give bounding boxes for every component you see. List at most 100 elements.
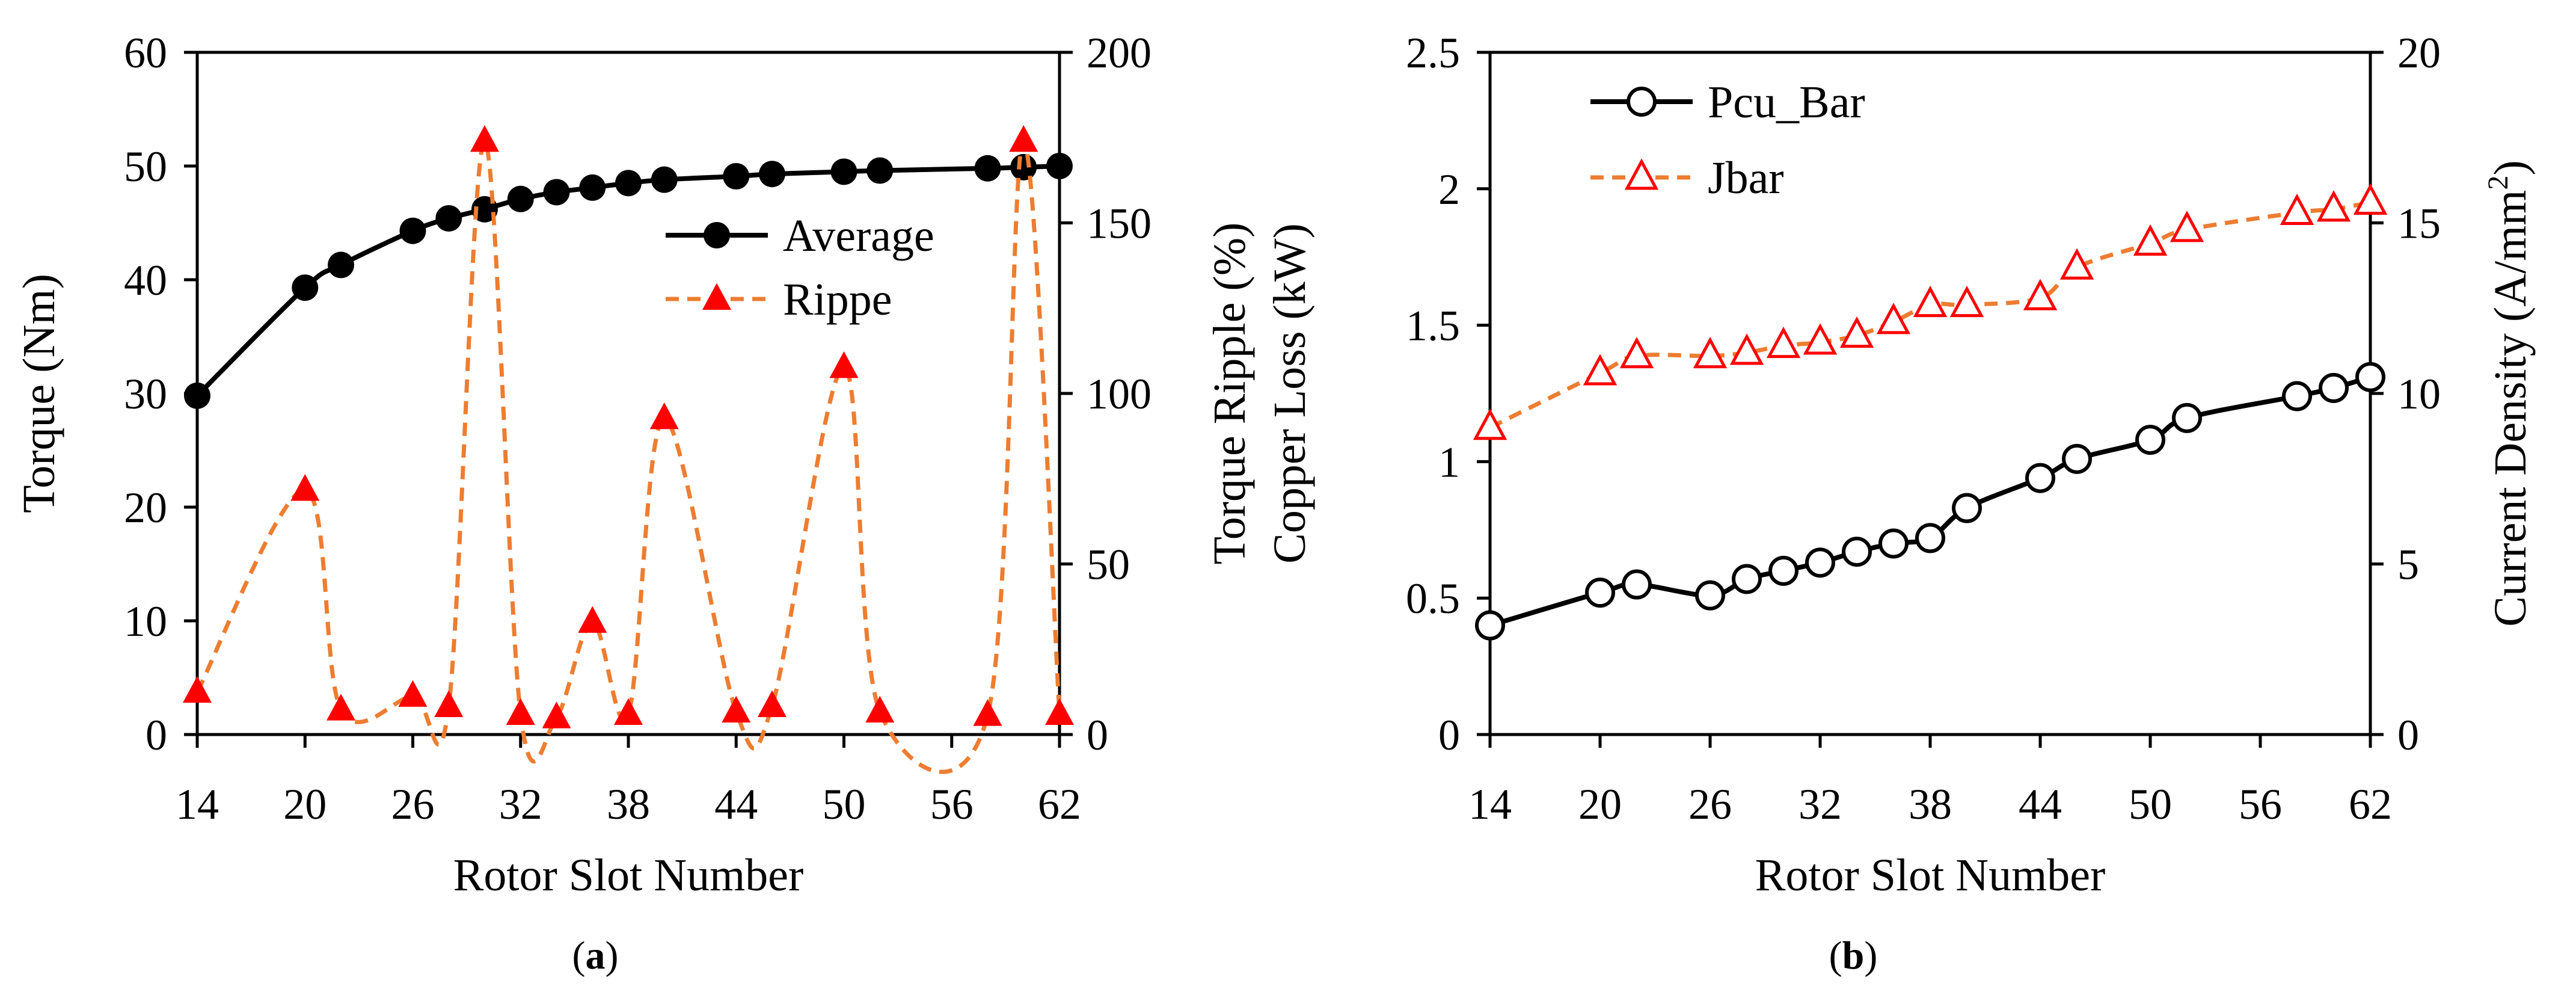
x-tick-label: 32 [499,780,542,828]
legend-entry: Pcu_Bar [1590,77,1865,128]
data-point [2316,190,2351,222]
caption-paren: ( [572,934,586,978]
data-point [579,174,606,201]
data-point [1949,285,1984,318]
data-point [1475,610,1505,641]
data-point [434,690,464,717]
data-point [1693,336,1728,369]
legend-marker [1627,87,1657,117]
y2-axis-title-superscript: 2 [2482,176,2514,190]
y2-tick-label: 10 [2397,370,2441,418]
panel-caption: (b) [1829,934,1878,978]
data-point [2170,211,2204,242]
data-point [1952,493,1982,523]
y2-tick-label: 5 [2397,541,2419,589]
caption-paren: ) [606,934,619,978]
legend-label: Average [783,211,934,261]
data-point [2023,279,2058,310]
data-point [543,179,570,206]
data-point [1913,285,1948,318]
data-point [829,351,859,378]
data-point [865,695,895,723]
data-point [1842,537,1872,567]
data-point [1915,523,1945,553]
data-point [615,170,642,197]
data-point [1805,547,1835,578]
data-point [328,251,354,279]
y-tick-label: 0 [146,711,167,759]
data-point [2353,183,2388,215]
data-point [290,474,320,501]
x-tick-label: 50 [2129,780,2172,828]
data-point [1045,698,1074,725]
y2-axis-title: Torque Ripple (%) [1204,223,1255,565]
chart-b-copper-loss: 14 20 26 32 38 44 50 56 6200.511.522.505101520Ro… [1265,29,2536,978]
x-tick-label: 50 [823,780,866,828]
data-point [759,161,785,188]
series-average [184,153,1073,409]
panel-caption: (a) [572,934,619,978]
x-tick-label: 32 [1799,780,1842,828]
data-point [1876,303,1911,334]
legend-entry: Rippe [666,274,892,325]
series-pcu-bar [1475,362,2385,641]
y2-tick-label: 15 [2397,200,2441,248]
caption-paren: ) [1864,934,1877,978]
y-tick-label: 1.5 [1406,302,1460,350]
data-point [506,698,535,725]
data-point [2355,362,2385,392]
y-tick-label: 40 [124,256,167,304]
data-point [507,185,534,212]
data-point [327,694,355,721]
data-point [398,680,428,707]
legend-entry: Average [666,211,934,261]
y-axis-title: Copper Loss (kW) [1265,223,1315,564]
series-rippe [183,125,1074,774]
data-point [578,606,607,633]
data-point [2059,248,2094,280]
data-point [2172,402,2202,433]
y-tick-label: 0.5 [1406,575,1460,623]
data-point [1732,564,1762,594]
y-tick-label: 20 [124,484,167,532]
y2-tick-label: 200 [1087,29,1152,77]
y2-tick-label: 0 [1087,711,1108,759]
data-point [974,155,1001,182]
y2-axis-title-part: ) [2485,160,2536,175]
data-point [399,217,426,244]
y-tick-label: 30 [124,370,167,418]
data-point [1766,326,1801,359]
data-point [2280,193,2314,225]
data-point [1046,153,1073,179]
caption-letter: a [586,934,606,978]
x-tick-label: 26 [1688,780,1732,828]
data-point [1583,354,1618,386]
y2-tick-label: 0 [2397,711,2419,759]
y2-tick-label: 100 [1087,370,1152,418]
x-axis-title: Rotor Slot Number [1755,850,2106,901]
data-point [651,166,678,193]
data-point [183,676,212,703]
x-tick-label: 38 [607,780,650,828]
y2-axis-title: Current Density (A/mm2) [2482,160,2536,626]
x-tick-label: 26 [391,780,435,828]
data-point [1585,578,1615,608]
data-point [2135,425,2165,455]
data-point [2133,224,2168,256]
data-point [830,158,857,185]
x-tick-label: 62 [2349,780,2392,828]
data-point [973,699,1002,726]
data-point [1695,580,1725,611]
data-point [2062,443,2092,474]
data-point [614,698,643,725]
data-point [1619,336,1654,369]
data-point [1878,528,1909,559]
data-point [758,690,787,717]
data-point [2025,463,2055,493]
data-point [1473,408,1507,440]
data-point [1729,333,1764,365]
chart-a-torque: 14 20 26 32 38 44 50 56 620102030405060050100150… [14,29,1255,978]
x-tick-label: 56 [930,780,974,828]
data-point [1010,153,1037,180]
